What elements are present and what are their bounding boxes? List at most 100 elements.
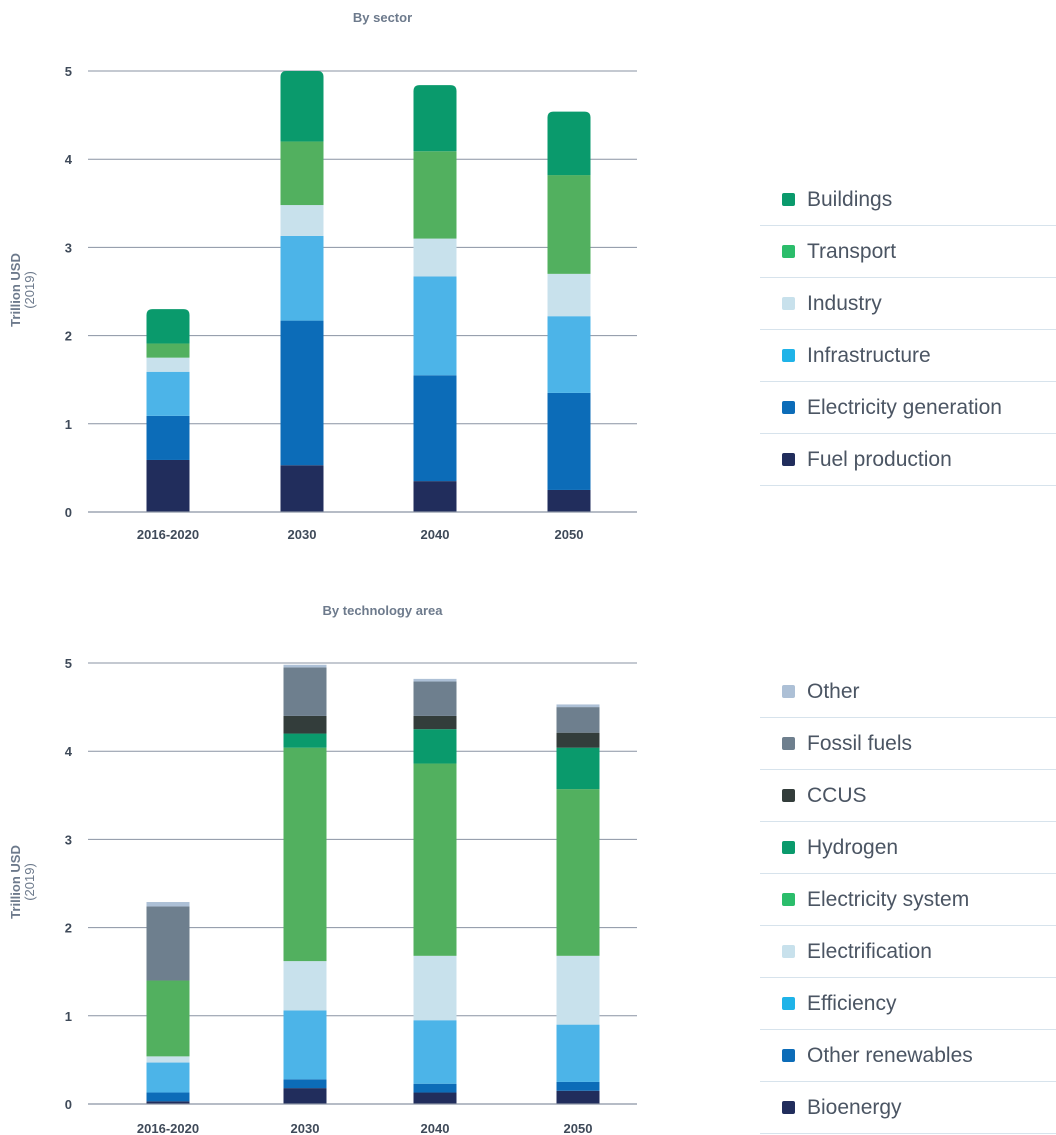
bar-other-2016-2020 [146, 902, 190, 907]
bar-transport-2030 [280, 141, 324, 206]
legend-swatch [782, 245, 795, 258]
legend-label: Bioenergy [807, 1095, 902, 1119]
y-tick-label: 0 [65, 505, 72, 520]
bar-bioenergy-2030 [283, 1088, 327, 1104]
legend-item-infrastructure: Infrastructure [760, 330, 1056, 382]
legend-swatch [782, 193, 795, 206]
legend-label: Buildings [807, 187, 893, 211]
legend-swatch [782, 297, 795, 310]
bar-other-renewables-2030 [283, 1079, 327, 1089]
legend-swatch [782, 1049, 795, 1062]
bar-other-renewables-2016-2020 [146, 1092, 190, 1102]
bar-electricity-system-2040 [413, 763, 457, 956]
legend-label: Industry [807, 291, 882, 315]
legend-label: Electricity system [807, 887, 970, 911]
legend-item-electricity-generation: Electricity generation [760, 382, 1056, 434]
legend-swatch [782, 349, 795, 362]
sector-chart: By sector 0 1 2 3 4 5 Trillion USD(2019) 2016-20… [8, 10, 637, 542]
bar-other-renewables-2040 [413, 1083, 457, 1093]
bar-fossil-fuels-2050 [556, 707, 600, 733]
legend-label: Efficiency [807, 991, 897, 1015]
chart-title: By sector [353, 10, 412, 25]
legend-swatch [782, 685, 795, 698]
y-tick-label: 1 [65, 1009, 72, 1024]
bar-hydrogen-2050 [556, 747, 600, 790]
bar-fuel-production-2040 [413, 481, 457, 512]
legend-item-buildings: Buildings [760, 174, 1056, 226]
bar-other-2030 [283, 664, 327, 668]
bar-infrastructure-2040 [413, 276, 457, 376]
bar-efficiency-2040 [413, 1020, 457, 1084]
bar-other-2050 [556, 704, 600, 708]
x-tick-label: 2016-2020 [137, 1121, 199, 1135]
legend-swatch [782, 453, 795, 466]
bar-electricity-system-2050 [556, 789, 600, 956]
legend-label: Fuel production [807, 447, 952, 471]
y-tick-label: 4 [65, 152, 73, 167]
bar-electricity-generation-2030 [280, 320, 324, 466]
legend-item-other-renewables: Other renewables [760, 1030, 1056, 1082]
bar-industry-2040 [413, 238, 457, 277]
legend-label: Hydrogen [807, 835, 899, 859]
bar-efficiency-2016-2020 [146, 1062, 190, 1093]
bar-bioenergy-2050 [556, 1090, 600, 1104]
bar-fossil-fuels-2040 [413, 681, 457, 716]
bar-electrification-2016-2020 [146, 1056, 190, 1063]
legend-label: Other [807, 679, 860, 703]
y-tick-label: 4 [65, 744, 73, 759]
y-tick-label: 1 [65, 417, 72, 432]
bar-fuel-production-2016-2020 [146, 459, 190, 512]
y-tick-label: 3 [65, 240, 72, 255]
bar-fossil-fuels-2030 [283, 667, 327, 716]
bar-other-2040 [413, 678, 457, 682]
legend-swatch [782, 737, 795, 750]
x-tick-label: 2030 [291, 1121, 320, 1135]
bar-bioenergy-2016-2020 [146, 1101, 190, 1104]
x-tick-label: 2040 [421, 527, 450, 542]
bar-infrastructure-2030 [280, 235, 324, 321]
bar-buildings-2030 [280, 71, 324, 142]
bar-transport-2040 [413, 151, 457, 239]
bar-bioenergy-2040 [413, 1092, 457, 1104]
legend-item-hydrogen: Hydrogen [760, 822, 1056, 874]
bar-buildings-2040 [413, 85, 457, 152]
chart-title: By technology area [323, 603, 444, 618]
bar-ccus-2050 [556, 732, 600, 748]
y-tick-label: 2 [65, 921, 72, 936]
bar-buildings-2050 [547, 111, 591, 176]
bar-hydrogen-2040 [413, 729, 457, 764]
y-tick-label: 5 [65, 64, 72, 79]
legend-label: Transport [807, 239, 897, 263]
legend-item-electrification: Electrification [760, 926, 1056, 978]
technology-legend: Other Fossil fuels CCUS Hydrogen Electricity… [760, 666, 1056, 1134]
bar-ccus-2030 [283, 715, 327, 734]
bar-electrification-2050 [556, 955, 600, 1025]
bar-infrastructure-2016-2020 [146, 371, 190, 416]
bar-fossil-fuels-2016-2020 [146, 906, 190, 981]
legend-label: Electricity generation [807, 395, 1002, 419]
y-tick-label: 2 [65, 329, 72, 344]
y-tick-label: 0 [65, 1097, 72, 1112]
bar-industry-2050 [547, 273, 591, 317]
bar-fuel-production-2030 [280, 465, 324, 512]
x-tick-label: 2030 [288, 527, 317, 542]
bar-electricity-system-2016-2020 [146, 980, 190, 1057]
legend-label: Infrastructure [807, 343, 931, 367]
bar-electricity-system-2030 [283, 747, 327, 962]
legend-swatch [782, 997, 795, 1010]
bar-electrification-2030 [283, 961, 327, 1011]
y-tick-label: 3 [65, 832, 72, 847]
y-tick-label: 5 [65, 656, 72, 671]
bar-industry-2016-2020 [146, 357, 190, 372]
x-tick-label: 2050 [564, 1121, 593, 1135]
bar-buildings-2016-2020 [146, 309, 190, 344]
legend-swatch [782, 1101, 795, 1114]
legend-label: Electrification [807, 939, 932, 963]
legend-item-fuel-production: Fuel production [760, 434, 1056, 486]
legend-item-other: Other [760, 666, 1056, 718]
legend-swatch [782, 789, 795, 802]
legend-item-bioenergy: Bioenergy [760, 1082, 1056, 1134]
bar-ccus-2040 [413, 715, 457, 730]
y-axis-label: Trillion USD(2019) [8, 253, 37, 327]
legend-label: Other renewables [807, 1043, 973, 1067]
